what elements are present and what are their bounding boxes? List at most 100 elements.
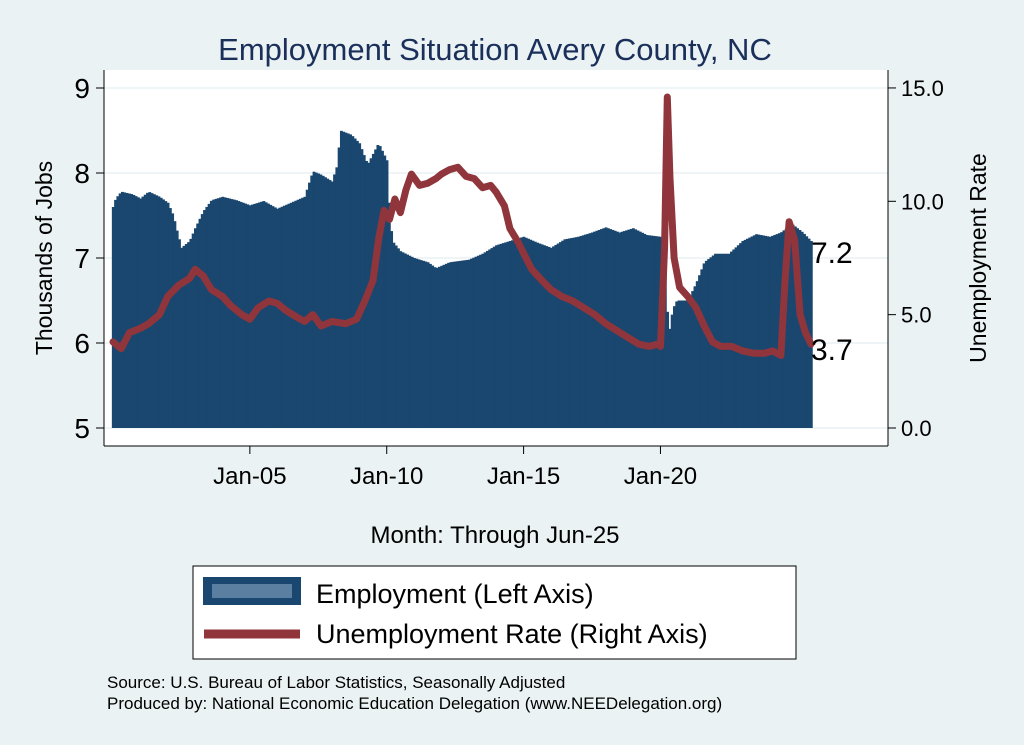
employment-bar <box>193 228 197 428</box>
employment-bar <box>262 201 266 428</box>
employment-bar <box>809 241 813 428</box>
employment-bar <box>223 197 227 428</box>
employment-bar <box>474 256 478 428</box>
employment-bar <box>483 252 487 428</box>
employment-bar <box>344 132 348 428</box>
employment-bar <box>704 260 708 428</box>
employment-bar <box>362 155 366 428</box>
employment-bar <box>447 262 451 428</box>
employment-bar <box>225 197 229 428</box>
employment-bar <box>335 167 339 428</box>
employment-bar <box>527 238 530 428</box>
employment-bar <box>552 246 555 428</box>
employment-bar <box>111 207 115 428</box>
employment-bar <box>791 224 795 428</box>
employment-bar <box>538 243 542 428</box>
employment-bar <box>759 235 763 428</box>
employment-bar <box>408 255 412 428</box>
right-axis-label: Unemployment Rate <box>965 153 991 363</box>
employment-bar <box>700 269 704 428</box>
employment-bar <box>182 245 186 428</box>
employment-bar <box>337 147 341 428</box>
employment-bar <box>358 143 362 428</box>
employment-bar <box>438 266 441 428</box>
employment-bar <box>298 198 302 428</box>
employment-bar <box>444 263 448 428</box>
employment-bar <box>718 253 722 428</box>
employment-bar <box>775 234 779 428</box>
employment-bar <box>353 138 357 428</box>
employment-bar <box>422 260 425 428</box>
employment-bar <box>784 228 788 428</box>
right-tick-label: 5.0 <box>901 303 932 328</box>
right-tick-label: 15.0 <box>901 76 944 101</box>
employment-bar <box>308 182 311 428</box>
employment-bar <box>645 235 649 428</box>
left-tick-label: 8 <box>74 158 90 189</box>
right-tick-label: 0.0 <box>901 416 932 441</box>
employment-bar <box>271 206 275 428</box>
employment-bar <box>673 306 676 428</box>
employment-bar <box>663 274 667 428</box>
legend-swatch-employment-fill <box>212 584 292 598</box>
employment-bar <box>150 193 154 428</box>
left-tick-label: 6 <box>74 328 90 359</box>
employment-bar <box>513 239 517 428</box>
employment-bar <box>333 174 336 428</box>
employment-bar <box>565 238 569 428</box>
employment-bar <box>584 234 587 428</box>
employment-bar <box>433 267 437 428</box>
employment-bar <box>732 249 736 428</box>
employment-bar <box>734 247 738 429</box>
employment-bar <box>793 226 797 428</box>
employment-bar <box>570 238 574 428</box>
employment-bar <box>545 246 549 428</box>
employment-bar <box>542 245 546 428</box>
employment-bar <box>768 236 772 428</box>
employment-bar <box>798 230 802 428</box>
employment-bar <box>399 251 403 428</box>
employment-bar <box>540 244 544 428</box>
employment-bar <box>698 275 701 428</box>
employment-bar <box>654 236 658 428</box>
employment-bar <box>677 300 681 428</box>
employment-bar <box>531 240 535 428</box>
employment-bar <box>652 235 656 428</box>
employment-bar <box>522 236 526 428</box>
employment-bar <box>579 236 583 428</box>
employment-bar <box>456 261 460 428</box>
employment-bar <box>736 245 740 428</box>
employment-bar <box>376 145 380 428</box>
employment-bar <box>588 233 592 428</box>
employment-bar <box>141 196 145 428</box>
employment-bar <box>515 238 519 428</box>
employment-bar <box>260 201 264 428</box>
employment-bar <box>529 239 533 428</box>
x-tick-label: Jan-15 <box>487 463 560 490</box>
employment-bar <box>264 202 268 428</box>
employment-bar <box>600 229 603 428</box>
employment-bar <box>561 240 565 428</box>
employment-bar <box>230 199 234 428</box>
x-tick-label: Jan-10 <box>350 463 423 490</box>
employment-bar <box>730 251 733 428</box>
employment-bar <box>317 173 321 428</box>
chart-title: Employment Situation Avery County, NC <box>218 32 772 67</box>
employment-bar <box>390 231 394 428</box>
employment-bar <box>467 259 471 428</box>
employment-bar <box>184 244 188 428</box>
employment-bar <box>273 207 277 428</box>
employment-bar <box>314 172 318 428</box>
employment-bar <box>563 239 567 428</box>
left-tick-label: 5 <box>74 413 90 444</box>
employment-bar <box>595 230 599 428</box>
employment-bar <box>440 265 444 428</box>
employment-bar <box>143 194 147 428</box>
employment-bar <box>476 255 480 428</box>
x-axis-label: Month: Through Jun-25 <box>370 522 619 549</box>
employment-bar <box>693 286 697 428</box>
employment-bar <box>312 171 316 428</box>
employment-bar <box>625 230 628 428</box>
employment-bar <box>647 235 651 428</box>
employment-bar <box>383 155 387 428</box>
